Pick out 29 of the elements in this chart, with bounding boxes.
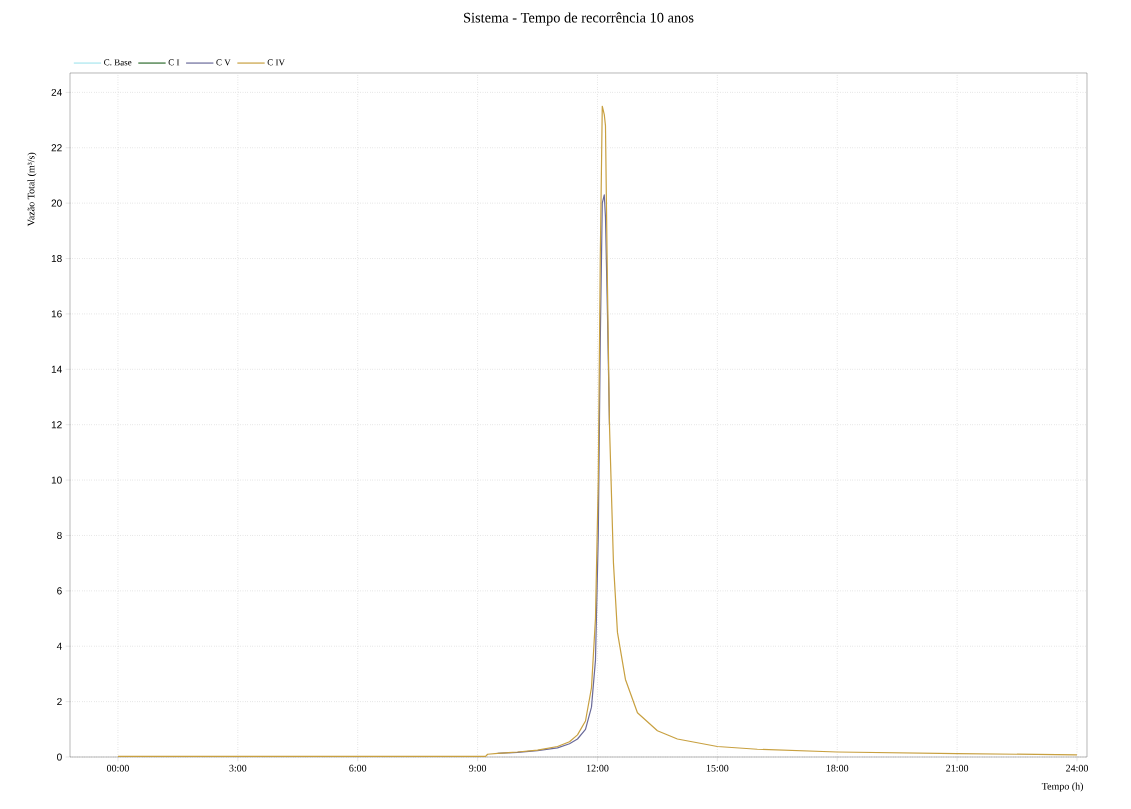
y-tick-label: 8 [57,531,62,539]
legend-label: C I [168,59,180,66]
x-tick-label: 9:00 [469,764,487,772]
x-tick-label: 12:00 [586,764,609,772]
legend-label: C. Base [104,59,132,66]
y-tick-label: 22 [51,144,62,152]
y-tick-label: 4 [56,642,62,650]
y-axis-title: Vazão Total (m³/s) [27,152,37,227]
x-axis-title: Tempo (h) [1041,782,1084,792]
y-tick-label: 12 [51,421,62,429]
y-tick-label: 2 [57,698,62,706]
legend-label: C V [216,59,231,66]
y-tick-label: 14 [51,365,62,373]
chart-title: Sistema - Tempo de recorrência 10 anos [464,12,694,26]
y-tick-label: 20 [51,199,62,207]
y-tick-label: 18 [51,255,62,263]
x-tick-label: 6:00 [349,764,367,772]
x-tick-label: 21:00 [946,764,969,772]
x-tick-label: 24:00 [1066,764,1089,772]
x-tick-label: 00:00 [106,764,129,772]
legend-label: C IV [267,59,285,66]
y-tick-label: 16 [51,310,62,318]
y-tick-label: 24 [51,88,62,96]
y-tick-label: 0 [57,753,62,761]
x-tick-label: 3:00 [229,764,247,772]
x-tick-label: 18:00 [826,764,849,772]
x-tick-label: 15:00 [706,764,729,772]
y-tick-label: 6 [57,587,62,595]
y-tick-label: 10 [51,476,62,484]
